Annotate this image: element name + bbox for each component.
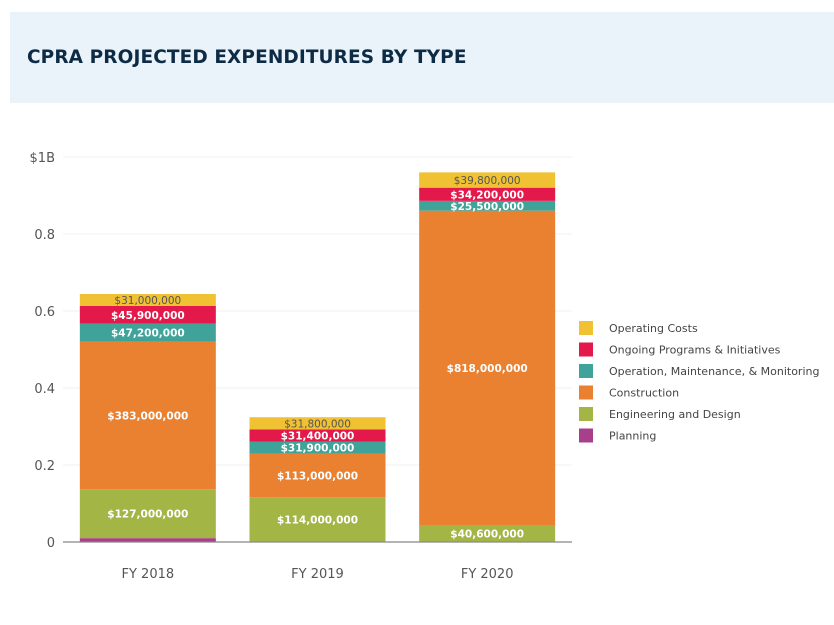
legend-label: Operation, Maintenance, & Monitoring	[609, 365, 819, 378]
x-tick-label: FY 2020	[461, 567, 514, 582]
bar-segment-operating-costs[interactable]	[419, 172, 556, 188]
bar-segment-construction[interactable]	[79, 341, 216, 490]
y-tick-label: 0	[47, 536, 55, 551]
legend-item-planning[interactable]: Planning	[579, 428, 656, 443]
data-label: $47,200,000	[111, 328, 185, 340]
y-tick-label: 0.8	[34, 228, 55, 243]
legend-label: Ongoing Programs & Initiatives	[609, 344, 781, 357]
x-axis: FY 2018 FY 2019 FY 2020	[122, 567, 514, 582]
legend-swatch	[579, 321, 593, 335]
chart-title: CPRA PROJECTED EXPENDITURES BY TYPE	[27, 47, 467, 68]
bar-segment-operation-maintenance-monitoring[interactable]	[249, 441, 386, 454]
bar-segment-engineering-and-design[interactable]	[79, 489, 216, 539]
legend-swatch	[579, 342, 593, 357]
legend-label: Construction	[609, 387, 679, 400]
data-label: $383,000,000	[107, 411, 188, 423]
data-label: $114,000,000	[277, 514, 358, 526]
data-label: $25,500,000	[450, 201, 524, 213]
bar-segment-operating-costs[interactable]	[249, 417, 386, 430]
bar-segment-ongoing-programs-initiatives[interactable]	[79, 305, 216, 324]
bar-segment-operation-maintenance-monitoring[interactable]	[79, 323, 216, 342]
data-label: $31,800,000	[284, 418, 351, 430]
x-tick-label: FY 2019	[291, 567, 344, 582]
bar-segment-ongoing-programs-initiatives[interactable]	[419, 187, 556, 201]
y-tick-label: $1B	[30, 151, 55, 166]
data-label: $127,000,000	[107, 509, 188, 521]
data-label: $31,400,000	[281, 431, 355, 443]
bars	[79, 172, 556, 542]
legend-item-operating-costs[interactable]: Operating Costs	[579, 321, 698, 335]
legend: Operating Costs Ongoing Programs & Initia…	[579, 321, 819, 443]
data-label: $34,200,000	[450, 189, 524, 201]
legend-swatch	[579, 428, 593, 443]
data-label: $31,000,000	[114, 295, 181, 307]
bar-segment-ongoing-programs-initiatives[interactable]	[249, 429, 386, 442]
bar-segment-engineering-and-design[interactable]	[249, 497, 386, 542]
x-tick-label: FY 2018	[122, 567, 175, 582]
legend-swatch	[579, 407, 593, 421]
legend-item-operation-maintenance-monitoring[interactable]: Operation, Maintenance, & Monitoring	[579, 364, 819, 378]
chart-header-banner	[10, 12, 834, 103]
y-tick-label: 0.6	[34, 305, 55, 320]
legend-item-ongoing-programs-initiatives[interactable]: Ongoing Programs & Initiatives	[579, 342, 781, 357]
bar-segment-construction[interactable]	[249, 453, 386, 498]
bar-segment-construction[interactable]	[419, 210, 556, 526]
legend-item-engineering-and-design[interactable]: Engineering and Design	[579, 407, 741, 421]
bar-segment-planning[interactable]	[79, 538, 216, 542]
legend-swatch	[579, 385, 593, 400]
legend-item-construction[interactable]: Construction	[579, 385, 679, 400]
y-tick-label: 0.4	[34, 382, 55, 397]
legend-swatch	[579, 364, 593, 378]
y-axis: 0 0.2 0.4 0.6 0.8 $1B	[30, 151, 55, 551]
data-label: $45,900,000	[111, 310, 185, 322]
bar-segment-operating-costs[interactable]	[79, 294, 216, 306]
data-label: $818,000,000	[447, 363, 528, 375]
legend-label: Engineering and Design	[609, 408, 741, 421]
y-tick-label: 0.2	[34, 459, 55, 474]
data-labels: $127,000,000 $383,000,000 $47,200,000 $45,9…	[107, 175, 527, 540]
bar-segment-engineering-and-design[interactable]	[419, 525, 556, 542]
data-label: $31,900,000	[281, 443, 355, 455]
bar-segment-operation-maintenance-monitoring[interactable]	[419, 200, 556, 211]
data-label: $113,000,000	[277, 471, 358, 483]
data-label: $40,600,000	[450, 528, 524, 540]
legend-label: Operating Costs	[609, 322, 698, 335]
data-label: $39,800,000	[454, 175, 521, 187]
legend-label: Planning	[609, 430, 656, 443]
